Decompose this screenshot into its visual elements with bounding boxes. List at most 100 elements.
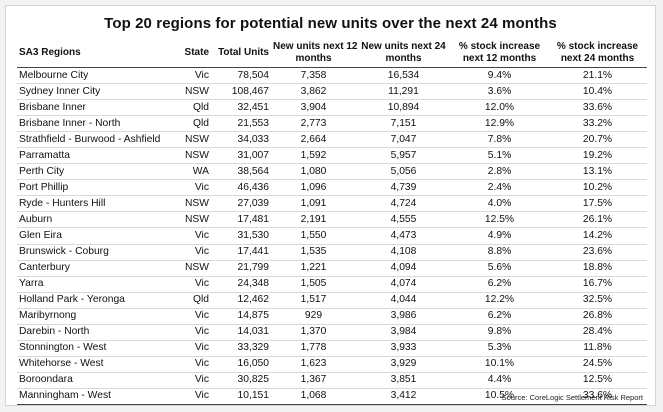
new-units-12-cell: 1,505 [271, 276, 356, 293]
new-units-12-cell: 1,068 [271, 388, 356, 405]
total-units-cell: 78,504 [211, 67, 271, 85]
table-row: Whitehorse - West Vic 16,050 1,623 3,929 10.1… [17, 356, 647, 373]
pct-increase-12-cell: 6.2% [451, 276, 548, 293]
region-cell: Ryde - Hunters Hill [17, 195, 180, 213]
region-cell: Brisbane Inner [17, 99, 180, 117]
region-cell: Maribyrnong [17, 308, 180, 325]
pct-increase-24-cell: 33.6% [548, 388, 647, 405]
new-units-24-cell: 4,739 [356, 179, 451, 197]
new-units-24-cell: 5,957 [356, 147, 451, 165]
total-units-cell: 31,530 [211, 227, 271, 245]
new-units-12-cell: 1,550 [271, 227, 356, 245]
pct-increase-12-cell: 5.6% [451, 260, 548, 277]
state-cell: Vic [180, 356, 211, 373]
region-cell: Canterbury [17, 260, 180, 277]
new-units-24-cell: 11,291 [356, 83, 451, 101]
header-pct-increase-24-line1: % stock increase [556, 41, 639, 52]
new-units-24-cell: 3,986 [356, 308, 451, 325]
table-row: Sydney Inner City NSW 108,467 3,862 11,291 3.… [17, 83, 647, 101]
table-row: Darebin - North Vic 14,031 1,370 3,984 9.8% 28… [17, 324, 647, 341]
source-note: Source: CoreLogic Settlement Risk Report [501, 393, 643, 402]
regions-table: SA3 Regions State Total Units New units … [17, 39, 647, 405]
total-units-cell: 108,467 [211, 83, 271, 101]
total-units-cell: 17,481 [211, 211, 271, 229]
region-cell: Strathfield - Burwood - Ashfield [17, 131, 180, 149]
region-cell: Yarra [17, 276, 180, 293]
new-units-24-cell: 10,894 [356, 99, 451, 117]
new-units-24-cell: 4,473 [356, 227, 451, 245]
total-units-cell: 38,564 [211, 163, 271, 181]
pct-increase-24-cell: 24.5% [548, 356, 647, 373]
total-units-cell: 34,033 [211, 131, 271, 149]
pct-increase-24-cell: 19.2% [548, 147, 647, 165]
new-units-12-cell: 1,221 [271, 260, 356, 277]
new-units-24-cell: 16,534 [356, 67, 451, 85]
pct-increase-24-cell: 32.5% [548, 292, 647, 309]
total-units-cell: 33,329 [211, 340, 271, 357]
table-row: Ryde - Hunters Hill NSW 27,039 1,091 4,724 4.… [17, 195, 647, 213]
region-cell: Brisbane Inner - North [17, 115, 180, 133]
pct-increase-12-cell: 5.1% [451, 147, 548, 165]
state-cell: NSW [180, 83, 211, 101]
total-units-cell: 32,451 [211, 99, 271, 117]
new-units-24-cell: 4,724 [356, 195, 451, 213]
pct-increase-24-cell: 26.8% [548, 308, 647, 325]
region-cell: Port Phillip [17, 179, 180, 197]
region-cell: Parramatta [17, 147, 180, 165]
new-units-12-cell: 1,367 [271, 372, 356, 389]
new-units-24-cell: 4,555 [356, 211, 451, 229]
pct-increase-24-cell: 23.6% [548, 244, 647, 261]
pct-increase-12-cell: 9.8% [451, 324, 548, 341]
new-units-12-cell: 1,091 [271, 195, 356, 213]
state-cell: WA [180, 163, 211, 181]
total-units-cell: 12,462 [211, 292, 271, 309]
total-units-cell: 24,348 [211, 276, 271, 293]
header-new-units-24-line2: months [385, 53, 422, 64]
new-units-12-cell: 2,664 [271, 131, 356, 149]
region-cell: Holland Park - Yeronga [17, 292, 180, 309]
total-units-cell: 17,441 [211, 244, 271, 261]
region-cell: Auburn [17, 211, 180, 229]
pct-increase-12-cell: 3.6% [451, 83, 548, 101]
pct-increase-12-cell: 2.8% [451, 163, 548, 181]
state-cell: Vic [180, 179, 211, 197]
new-units-24-cell: 3,929 [356, 356, 451, 373]
state-cell: NSW [180, 195, 211, 213]
pct-increase-24-cell: 20.7% [548, 131, 647, 149]
table-row: Manningham - West Vic 10,151 1,068 3,412 10.5… [17, 388, 647, 405]
pct-increase-24-cell: 28.4% [548, 324, 647, 341]
new-units-12-cell: 3,862 [271, 83, 356, 101]
state-cell: NSW [180, 131, 211, 149]
region-cell: Brunswick - Coburg [17, 244, 180, 261]
total-units-cell: 14,031 [211, 324, 271, 341]
new-units-24-cell: 3,412 [356, 388, 451, 405]
new-units-12-cell: 1,080 [271, 163, 356, 181]
state-cell: NSW [180, 211, 211, 229]
pct-increase-12-cell: 2.4% [451, 179, 548, 197]
pct-increase-12-cell: 10.5% [451, 388, 548, 405]
pct-increase-24-cell: 17.5% [548, 195, 647, 213]
table-row: Brisbane Inner - North Qld 21,553 2,773 7,15… [17, 115, 647, 133]
table-row: Boroondara Vic 30,825 1,367 3,851 4.4% 12.5% [17, 372, 647, 389]
state-cell: Vic [180, 388, 211, 405]
pct-increase-24-cell: 26.1% [548, 211, 647, 229]
region-cell: Sydney Inner City [17, 83, 180, 101]
table-row: Brisbane Inner Qld 32,451 3,904 10,894 12.0% 3… [17, 99, 647, 117]
pct-increase-12-cell: 6.2% [451, 308, 548, 325]
pct-increase-12-cell: 4.9% [451, 227, 548, 245]
table-body: Melbourne City Vic 78,504 7,358 16,534 9.4% 21… [17, 67, 647, 405]
header-pct-increase-12-line1: % stock increase [458, 41, 541, 52]
header-pct-increase-24: % stock increase next 24 months [548, 39, 647, 68]
pct-increase-24-cell: 21.1% [548, 67, 647, 85]
new-units-12-cell: 1,517 [271, 292, 356, 309]
state-cell: Vic [180, 276, 211, 293]
state-cell: Vic [180, 324, 211, 341]
region-cell: Darebin - North [17, 324, 180, 341]
table-row: Parramatta NSW 31,007 1,592 5,957 5.1% 19.2% [17, 147, 647, 165]
total-units-cell: 31,007 [211, 147, 271, 165]
pct-increase-12-cell: 10.1% [451, 356, 548, 373]
region-cell: Whitehorse - West [17, 356, 180, 373]
table-row: Glen Eira Vic 31,530 1,550 4,473 4.9% 14.2% [17, 227, 647, 245]
table-figure: Top 20 regions for potential new units o… [5, 5, 656, 406]
header-pct-increase-12-line2: next 12 months [462, 53, 537, 64]
